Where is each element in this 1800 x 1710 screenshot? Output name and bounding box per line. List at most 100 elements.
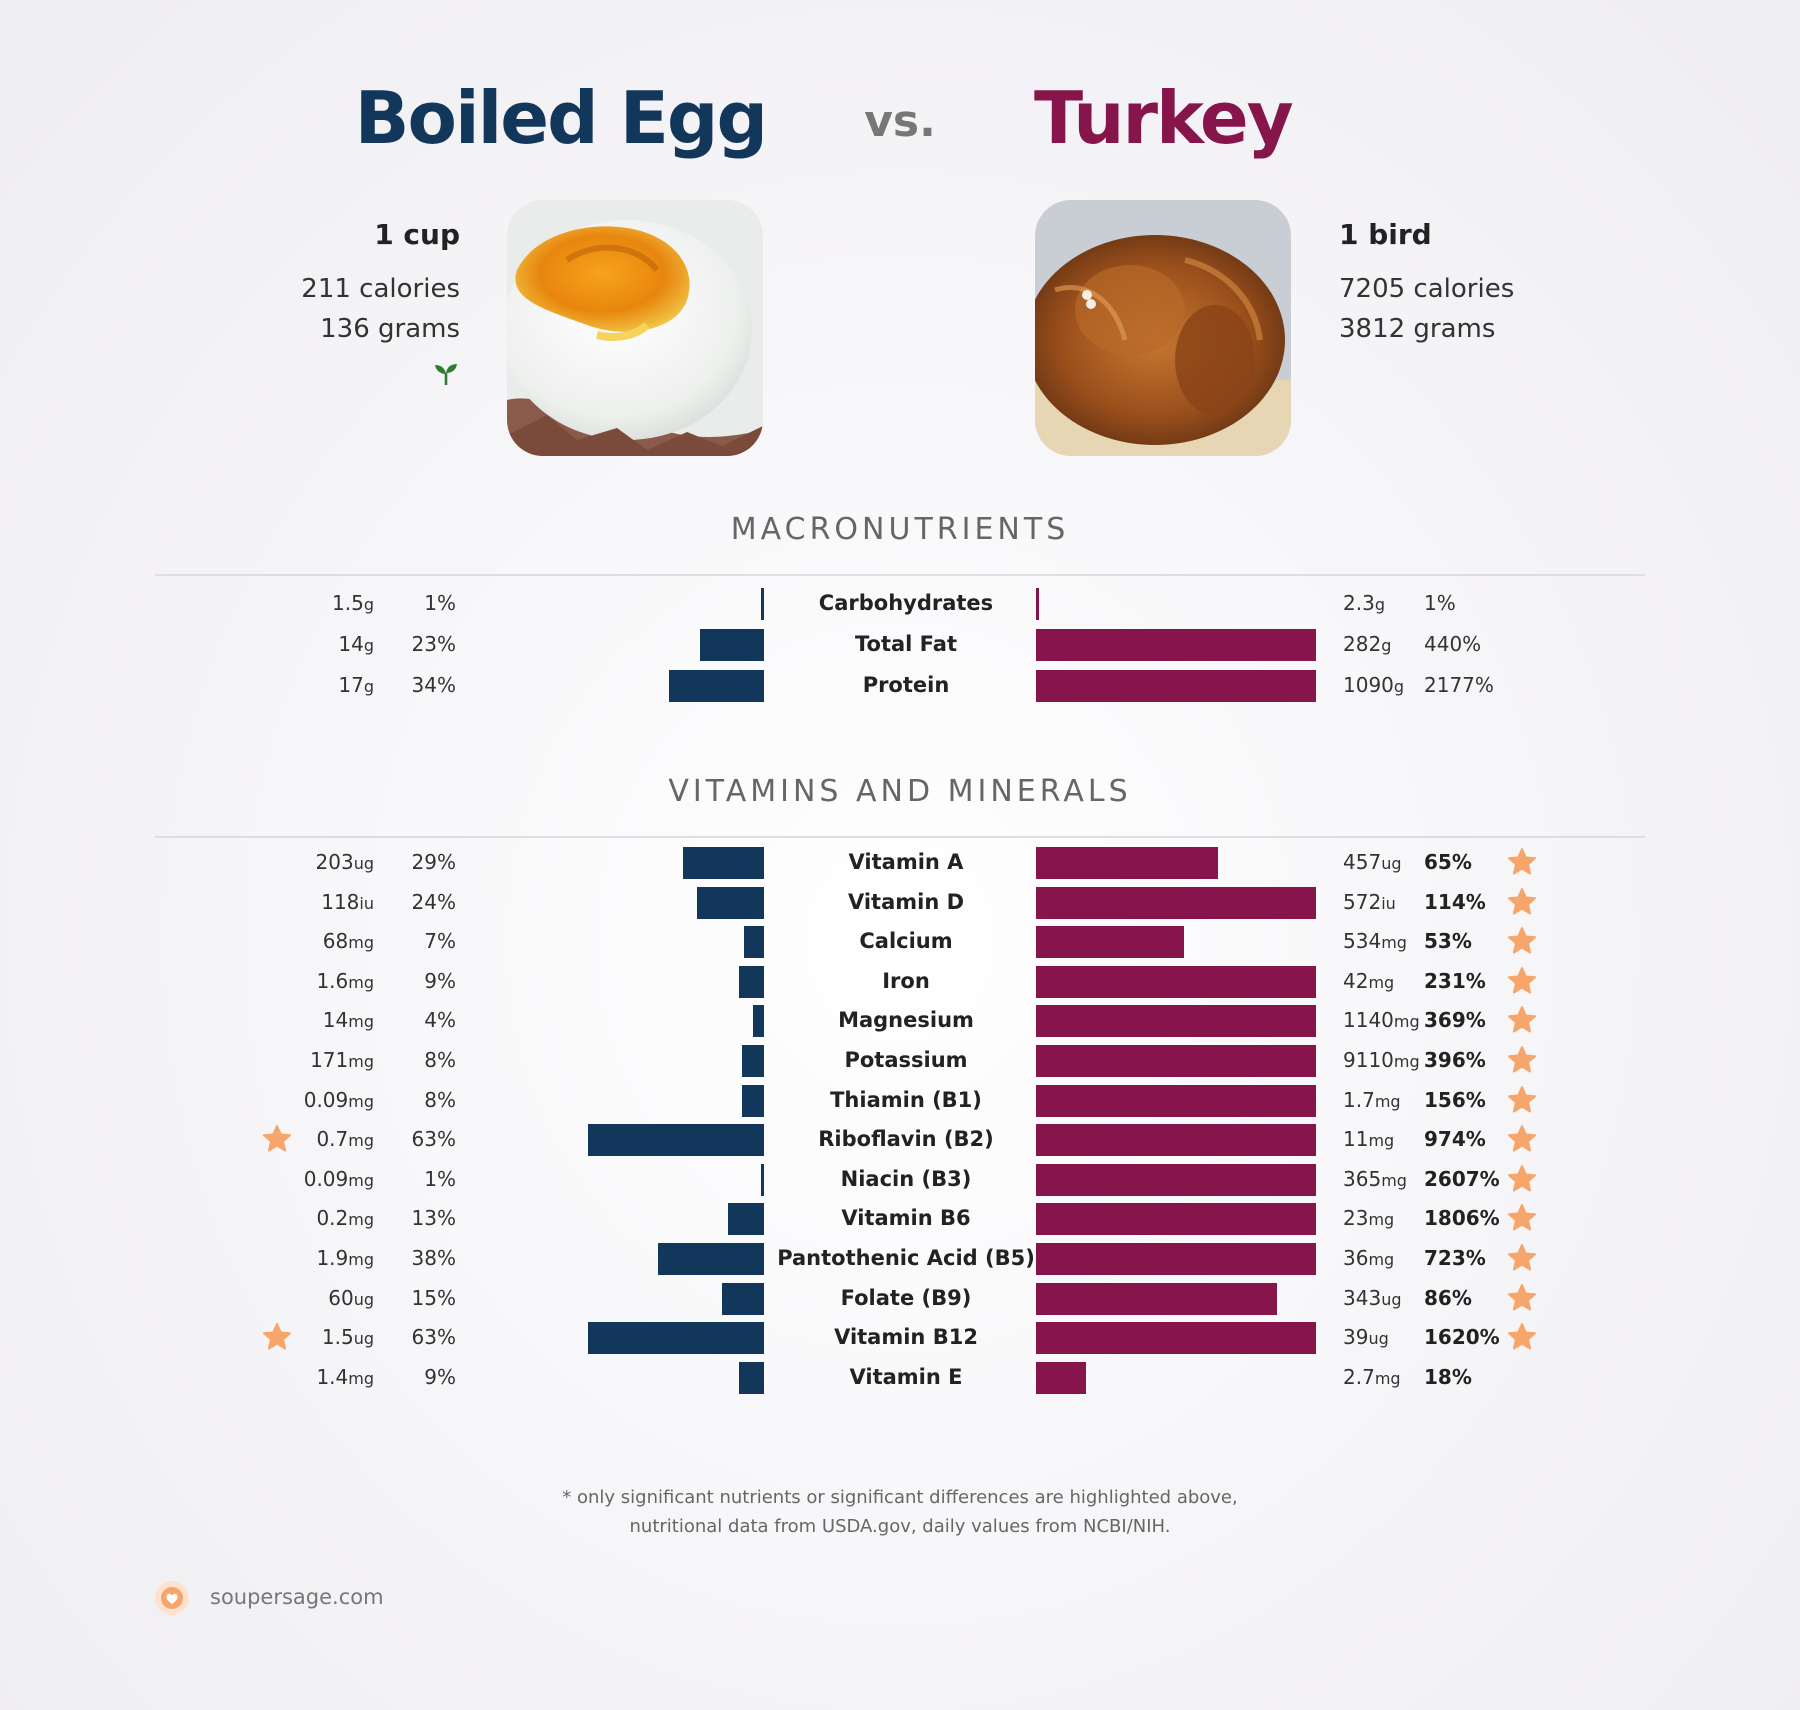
right-amount-potassium-value: 9110 [1343,1048,1394,1072]
right-percent-vitamin-a: 65% [1424,850,1472,874]
right-amount-protein-value: 1090 [1343,673,1394,697]
right-amount-carbohydrates: 2.3g [1343,591,1385,615]
left-percent-calcium: 7% [424,929,456,954]
right-amount-magnesium-value: 1140 [1343,1008,1394,1033]
left-percent-niacin-b3: 1% [424,1166,456,1191]
left-serving: 1 cup [374,218,460,251]
left-amount-niacin-b3: 0.09mg [304,1167,374,1191]
right-bar-protein [1036,670,1316,702]
right-bar-carbohydrates [1036,588,1039,620]
brand-link[interactable]: soupersage.com [210,1585,384,1609]
roast-turkey-photo [1035,200,1291,456]
right-amount-pantothenic-acid-b5-value: 36 [1343,1246,1369,1270]
right-star-icon-riboflavin-b2 [1508,1125,1536,1152]
right-amount-total-fat: 282g [1343,632,1391,656]
left-amount-vitamin-e-value: 1.4 [316,1364,349,1389]
left-amount-pantothenic-acid-b5: 1.9mg [316,1246,374,1270]
left-amount-riboflavin-b2-unit: mg [348,1131,374,1151]
right-amount-vitamin-b12: 39ug [1343,1325,1389,1349]
left-bar-niacin-b3 [761,1163,764,1196]
right-percent-vitamin-d: 114% [1424,889,1486,914]
footnote-line-2: nutritional data from USDA.gov, daily va… [629,1516,1171,1537]
left-bar-potassium [741,1045,764,1077]
nutrient-label-vitamin-a: Vitamin A [848,850,964,874]
right-bar-riboflavin-b2 [1036,1124,1316,1157]
right-amount-magnesium: 1140mg [1343,1008,1420,1032]
right-amount-vitamin-a: 457ug [1343,850,1401,874]
left-percent-iron: 9% [424,968,456,993]
left-amount-vitamin-d: 118iu [321,890,374,914]
right-star-icon-calcium [1508,927,1536,954]
left-amount-vitamin-d-unit: iu [359,893,374,913]
left-amount-protein-unit: g [363,677,374,696]
right-amount-carbohydrates-value: 2.3 [1343,591,1375,615]
left-bar-vitamin-a [682,847,764,879]
vitamins-divider [155,836,1645,838]
nutrient-label-vitamin-e: Vitamin E [849,1364,963,1389]
right-percent-riboflavin-b2: 974% [1424,1127,1486,1152]
left-amount-total-fat-unit: g [363,636,374,655]
left-bar-total-fat [699,629,764,661]
right-amount-carbohydrates-unit: g [1374,595,1385,614]
right-star-icon-pantothenic-acid-b5 [1508,1244,1536,1271]
right-amount-vitamin-b12-value: 39 [1343,1325,1369,1350]
left-star-icon-riboflavin-b2 [263,1125,291,1152]
left-amount-pantothenic-acid-b5-value: 1.9 [316,1246,349,1270]
right-bar-vitamin-b6 [1036,1203,1316,1236]
right-amount-thiamin-b1-value: 1.7 [1343,1087,1375,1112]
left-amount-vitamin-a-value: 203 [315,850,354,874]
nutrient-label-potassium: Potassium [844,1048,968,1072]
right-percent-vitamin-b12: 1620% [1424,1325,1500,1350]
macronutrients-divider [155,574,1645,576]
right-amount-iron-unit: mg [1368,972,1395,992]
right-amount-vitamin-d: 572iu [1343,890,1396,914]
right-amount-niacin-b3-value: 365 [1343,1166,1382,1191]
right-amount-riboflavin-b2-unit: mg [1368,1131,1395,1151]
right-bar-potassium [1036,1045,1316,1077]
right-star-icon-niacin-b3 [1508,1164,1536,1192]
left-amount-potassium-value: 171 [310,1048,349,1072]
right-bar-vitamin-d [1036,886,1316,919]
left-amount-vitamin-a: 203ug [316,850,374,874]
nutrient-label-total-fat: Total Fat [854,632,957,656]
left-amount-potassium-unit: mg [348,1052,374,1071]
left-amount-folate-b9-unit: ug [353,1289,374,1309]
nutrient-label-iron: Iron [882,968,930,993]
right-amount-potassium: 9110mg [1343,1048,1420,1072]
right-star-icon-magnesium [1508,1006,1536,1033]
left-bar-pantothenic-acid-b5 [657,1243,764,1275]
left-amount-vitamin-e-unit: mg [348,1368,374,1388]
left-amount-vitamin-d-value: 118 [321,889,360,914]
right-amount-vitamin-a-value: 457 [1343,850,1382,874]
right-amount-potassium-unit: mg [1393,1052,1420,1071]
right-amount-vitamin-e-unit: mg [1374,1368,1401,1388]
left-bar-calcium [744,926,764,959]
right-star-icon-vitamin-a [1508,848,1536,875]
right-grams: 3812 grams [1339,314,1496,344]
right-serving: 1 bird [1339,218,1432,251]
left-percent-vitamin-a: 29% [411,850,456,874]
left-percent-magnesium: 4% [424,1008,456,1033]
left-amount-calcium-unit: mg [348,933,374,953]
left-amount-carbohydrates-value: 1.5 [332,591,364,615]
left-percent-pantothenic-acid-b5: 38% [411,1246,456,1270]
left-amount-thiamin-b1: 0.09mg [304,1088,374,1112]
right-amount-niacin-b3: 365mg [1343,1167,1407,1191]
left-amount-niacin-b3-unit: mg [348,1170,374,1190]
left-percent-vitamin-b6: 13% [411,1206,456,1231]
nutrient-label-vitamin-b12: Vitamin B12 [834,1325,978,1350]
right-amount-folate-b9-unit: ug [1381,1289,1402,1309]
left-amount-vitamin-b6-unit: mg [348,1210,374,1230]
left-percent-thiamin-b1: 8% [424,1087,456,1112]
right-bar-niacin-b3 [1036,1163,1316,1196]
right-amount-niacin-b3-unit: mg [1381,1170,1407,1190]
right-star-icon-vitamin-b6 [1508,1204,1536,1231]
right-percent-vitamin-e: 18% [1424,1364,1472,1389]
right-amount-vitamin-b6-value: 23 [1343,1206,1369,1231]
left-bar-carbohydrates [761,588,764,620]
boiled-egg-photo [507,200,763,456]
right-star-icon-thiamin-b1 [1508,1085,1536,1113]
right-bar-pantothenic-acid-b5 [1036,1243,1316,1275]
vitamins-title: VITAMINS AND MINERALS [668,774,1132,809]
right-amount-folate-b9-value: 343 [1343,1285,1382,1310]
